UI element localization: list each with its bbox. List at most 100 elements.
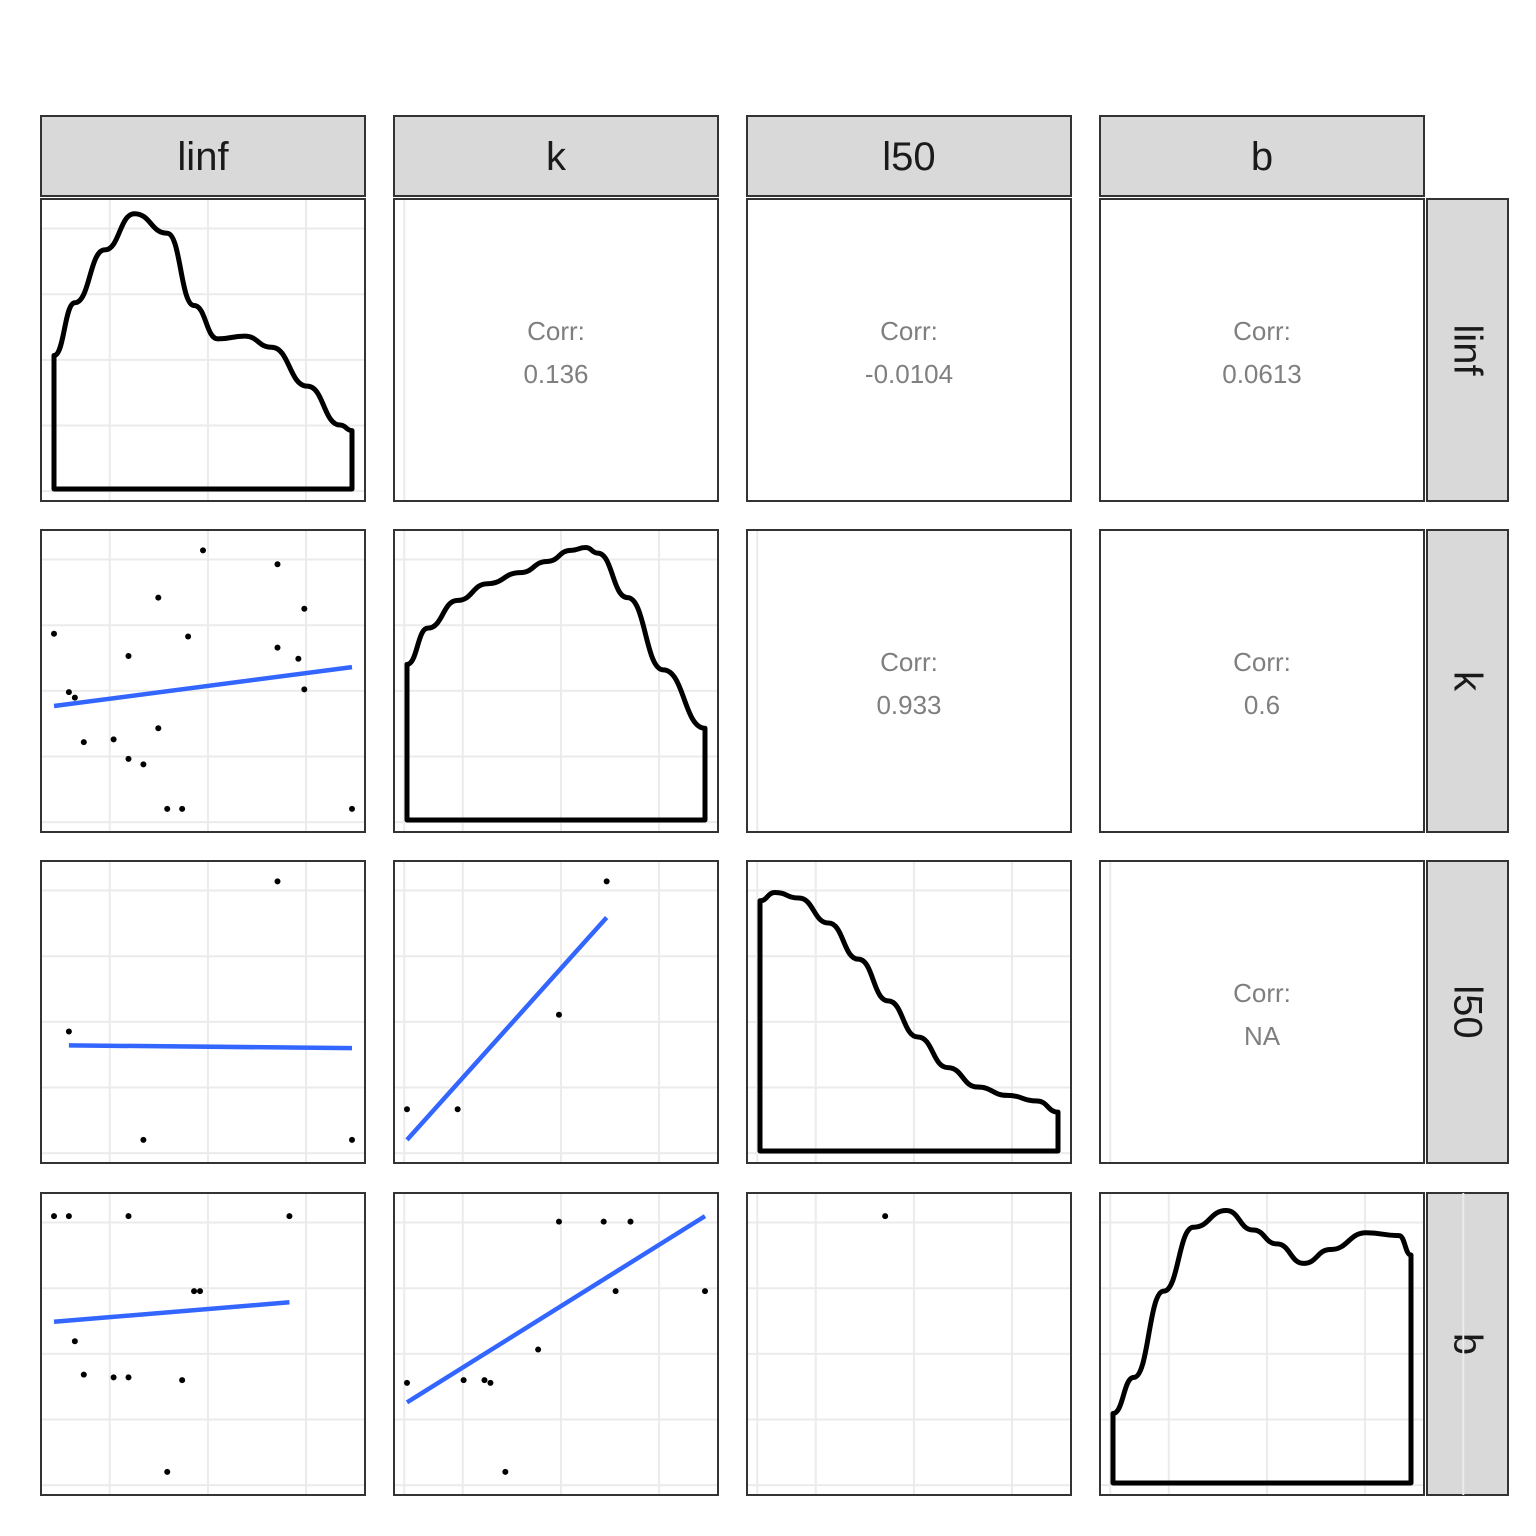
corr-value: 0.136	[523, 359, 588, 389]
panel-l50-linf	[40, 860, 366, 1164]
corr-label: Corr:	[1233, 316, 1291, 346]
panel-linf-l50	[746, 198, 1072, 502]
strip-top-b	[1099, 115, 1425, 197]
point	[603, 878, 610, 885]
strip-label-right-l50: l50	[1446, 985, 1490, 1038]
point	[140, 761, 147, 768]
point	[349, 1136, 355, 1143]
strip-label-right-linf: linf	[1446, 324, 1490, 376]
corr-label: Corr:	[880, 316, 938, 346]
panel-k-l50	[746, 529, 1072, 833]
strip-right-b	[1426, 1192, 1509, 1496]
point	[404, 1106, 410, 1113]
fit-line	[53, 1300, 290, 1325]
point	[286, 1213, 293, 1220]
strip-right-k	[1426, 529, 1509, 833]
strip-top-l50	[746, 115, 1072, 197]
point	[51, 630, 57, 637]
point	[80, 1371, 87, 1378]
corr-value: 0.0613	[1222, 359, 1302, 389]
point	[301, 686, 308, 693]
corr-value: 0.933	[876, 690, 941, 720]
point	[110, 736, 117, 743]
point	[125, 755, 132, 762]
point	[80, 739, 87, 746]
point	[125, 1374, 132, 1381]
point	[200, 547, 206, 554]
point	[65, 1213, 72, 1220]
point	[155, 594, 162, 601]
point	[502, 1468, 509, 1475]
point	[882, 1213, 889, 1220]
point	[164, 1468, 171, 1475]
point	[140, 1136, 147, 1143]
point	[404, 1379, 410, 1386]
point	[179, 1377, 186, 1384]
strip-label-b: b	[1251, 135, 1273, 179]
point	[65, 689, 72, 696]
point	[125, 652, 132, 659]
density-k	[404, 545, 708, 823]
density-b	[1110, 1208, 1414, 1486]
point	[179, 805, 186, 812]
point	[487, 1379, 494, 1386]
point	[460, 1377, 467, 1384]
point	[125, 1213, 132, 1220]
point	[454, 1106, 461, 1113]
point	[600, 1218, 607, 1225]
point	[185, 633, 192, 640]
fit-line	[405, 1214, 707, 1405]
point	[555, 1218, 562, 1225]
strip-label-right-b: b	[1446, 1333, 1490, 1355]
panel-b-linf	[40, 1192, 366, 1496]
point	[164, 805, 171, 812]
panel-b-l50	[746, 1192, 1072, 1496]
panel-k-b	[1099, 529, 1425, 833]
corr-label: Corr:	[527, 316, 585, 346]
point	[155, 725, 162, 732]
density-linf	[51, 211, 355, 492]
point	[349, 805, 355, 812]
density-l50	[757, 889, 1061, 1154]
point	[51, 1213, 57, 1220]
corr-value: 0.6	[1244, 690, 1280, 720]
corr-value: -0.0104	[865, 359, 953, 389]
point	[65, 1028, 72, 1035]
point	[702, 1288, 708, 1295]
panel-l50-l50	[746, 860, 1072, 1164]
panel-b-k	[393, 1192, 719, 1496]
fit-line	[53, 664, 353, 709]
panel-l50-k	[393, 860, 719, 1164]
point	[71, 694, 78, 701]
strip-top-k	[393, 115, 719, 197]
point	[110, 1374, 117, 1381]
corr-value: NA	[1244, 1021, 1281, 1051]
panel-linf-k	[393, 198, 719, 502]
strip-label-right-k: k	[1446, 671, 1490, 692]
panel-k-linf	[40, 529, 366, 833]
point	[274, 644, 281, 651]
corr-label: Corr:	[880, 647, 938, 677]
point	[295, 655, 302, 662]
point	[627, 1218, 634, 1225]
panel-l50-b	[1099, 860, 1425, 1164]
strip-right-l50	[1426, 860, 1509, 1164]
strip-right-linf	[1426, 198, 1509, 502]
panel-k-k	[393, 529, 719, 833]
fit-line	[68, 1043, 353, 1051]
point	[274, 561, 281, 568]
point	[274, 878, 281, 885]
point	[535, 1346, 542, 1353]
point	[555, 1011, 562, 1018]
point	[481, 1377, 488, 1384]
strip-label-l50: l50	[882, 135, 935, 179]
corr-label: Corr:	[1233, 647, 1291, 677]
point	[301, 605, 308, 612]
point	[612, 1288, 619, 1295]
panel-linf-b	[1099, 198, 1425, 502]
panel-b-b	[1099, 1192, 1425, 1496]
point	[191, 1288, 198, 1295]
point	[71, 1338, 78, 1345]
point	[197, 1288, 204, 1295]
strip-top-linf	[40, 115, 366, 197]
